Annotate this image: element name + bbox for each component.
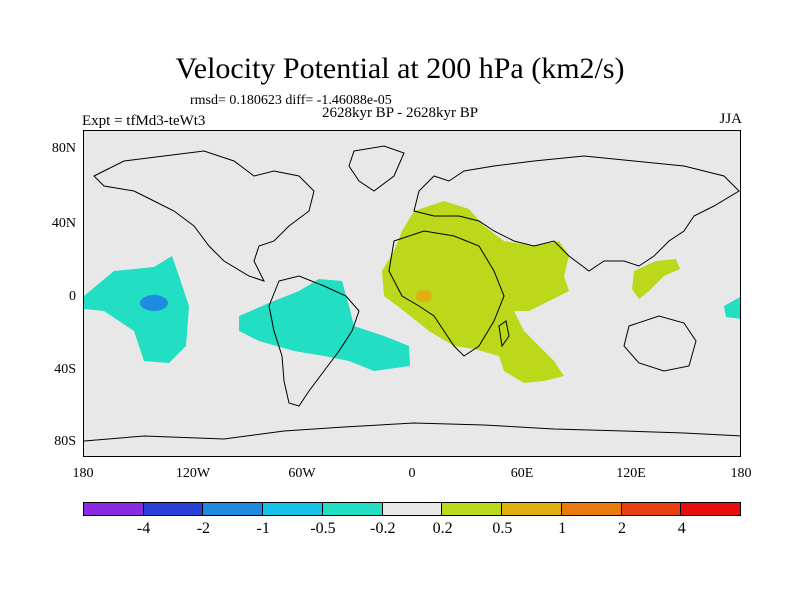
colorbar-label: -1 [256,520,270,537]
experiment-label: Expt = tfMd3-teWt3 [82,113,206,129]
colorbar-box-2 [143,503,204,515]
colorbar-label: -0.2 [370,520,396,537]
rmsd-subtitle: rmsd= 0.180623 diff= -1.46088e-05 [190,93,392,108]
colorbar-box-11 [681,503,741,515]
lon-label-120e: 120E [616,466,646,481]
coastlines [84,145,740,442]
velocity-potential-map [84,145,740,442]
lon-label-60w: 60W [288,466,316,481]
colorbar-box-3 [203,503,264,515]
coastline-antarctica [84,422,740,442]
colorbar-label: 0.2 [432,520,453,537]
map-panel [83,130,741,457]
lon-label-180e: 180 [730,466,752,481]
colorbar-box-10 [621,503,682,515]
positive-region-west-pacific [632,259,680,299]
plot-title: Velocity Potential at 200 hPa (km2/s) [175,52,625,85]
colorbar-label: -0.5 [310,520,336,537]
period-label: 2628kyr BP - 2628kyr BP [321,105,479,121]
lon-label-0: 0 [408,466,416,481]
colorbar [83,502,741,516]
positive-core-africa [416,290,432,302]
coastline-eurasia [413,155,740,272]
lat-label-80s: 80S [54,434,76,449]
colorbar-label: 1 [558,520,567,537]
lat-label-40n: 40N [51,216,76,231]
colorbar-box-8 [502,503,562,515]
lon-label-180w: 180 [72,466,94,481]
lat-label-40s: 40S [54,362,76,377]
colorbar-label: 0.5 [492,520,513,537]
colorbar-box-1 [84,503,144,515]
colorbar-label: 2 [618,520,626,537]
coastline-south-america [268,275,360,407]
negative-region-south-america [239,279,410,371]
colorbar-box-9 [561,503,622,515]
colorbar-label: -4 [136,520,151,537]
lon-label-120w: 120W [175,466,211,481]
lon-label-60e: 60E [510,466,534,481]
positive-region-africa-asia [382,201,569,383]
season-label: JJA [719,111,742,127]
coastline-africa [388,230,505,357]
colorbar-label: -2 [196,520,211,537]
negative-core-pacific [140,295,168,311]
coastline-madagascar [498,320,510,348]
colorbar-box-6 [382,503,443,515]
negative-region-east-edge [724,297,740,319]
colorbar-box-4 [263,503,323,515]
coastline-greenland [348,145,405,192]
colorbar-box-7 [442,503,503,515]
negative-region-pacific [84,256,189,363]
colorbar-label: 4 [677,520,686,537]
colorbar-box-5 [322,503,383,515]
lat-label-eq: 0 [69,289,76,304]
field-shading [84,201,740,383]
coastline-north-america [93,150,315,282]
lat-label-80n: 80N [51,141,76,156]
coastline-australia [623,315,697,372]
